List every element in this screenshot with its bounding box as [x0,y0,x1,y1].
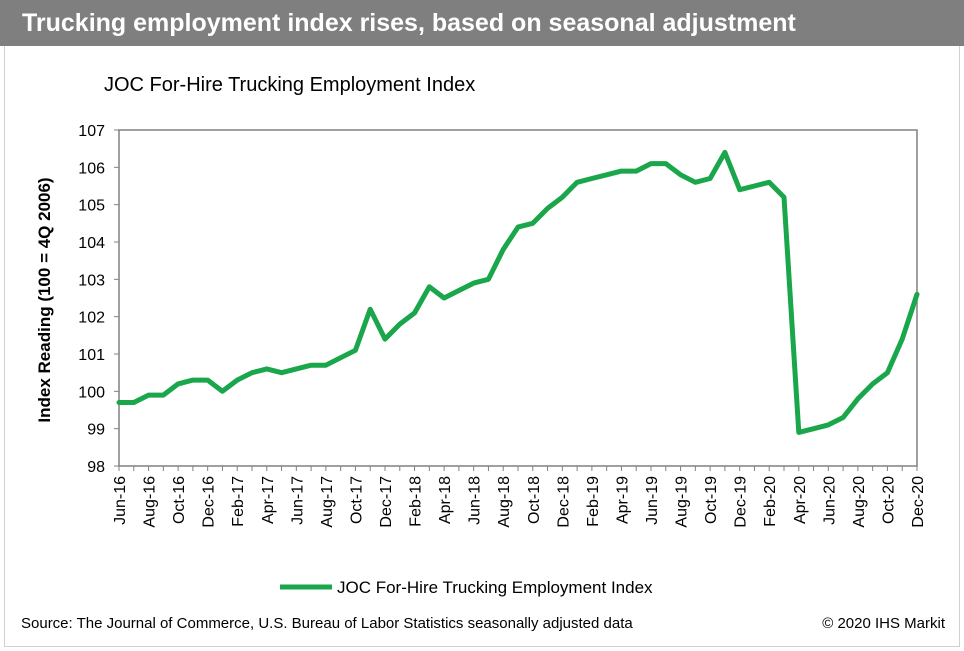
y-axis-label: Index Reading (100 = 4Q 2006) [35,177,54,422]
y-tick-label: 104 [78,235,105,252]
x-tick-label: Dec-20 [910,476,927,528]
x-tick-label: Feb-19 [585,476,602,527]
x-tick-label: Apr-20 [792,476,809,524]
x-tick-label: Jun-19 [644,476,661,525]
x-tick-label: Dec-18 [555,476,572,528]
y-tick-label: 107 [78,123,105,140]
x-tick-label: Oct-17 [348,476,365,524]
x-tick-label: Aug-16 [142,476,159,528]
chart-frame [4,46,960,647]
y-tick-label: 105 [78,198,105,215]
y-tick-label: 98 [87,459,105,476]
y-tick-label: 101 [78,347,105,364]
y-axis: 98 99 100 101 102 103 104 105 106 107 [78,123,119,476]
x-tick-label: Jun-17 [289,476,306,525]
x-axis: Jun-16 Aug-16 Oct-16 Dec-16 Feb-17 Apr-17 Jun-… [112,466,927,528]
y-tick-label: 102 [78,310,105,327]
x-tick-label: Jun-20 [821,476,838,525]
x-tick-label: Feb-18 [408,476,425,527]
legend: JOC For-Hire Trucking Employment Index [280,578,653,597]
x-tick-label: Aug-17 [319,476,336,528]
y-tick-label: 106 [78,160,105,177]
y-tick-label: 103 [78,272,105,289]
copyright-note: © 2020 IHS Markit [822,615,945,632]
y-tick-label: 100 [78,384,105,401]
y-tick-label: 99 [87,422,105,439]
x-tick-label: Dec-16 [201,476,218,528]
x-tick-label: Dec-19 [733,476,750,528]
x-tick-label: Oct-19 [703,476,720,524]
x-tick-label: Oct-16 [171,476,188,524]
header-bar: Trucking employment index rises, based o… [0,0,964,46]
x-tick-label: Apr-17 [260,476,277,524]
x-tick-label: Aug-19 [674,476,691,528]
x-tick-label: Jun-16 [112,476,129,525]
x-tick-label: Oct-18 [526,476,543,524]
x-tick-label: Aug-20 [851,476,868,528]
x-tick-label: Apr-18 [437,476,454,524]
x-tick-label: Feb-17 [230,476,247,527]
source-note: Source: The Journal of Commerce, U.S. Bu… [21,615,633,632]
x-tick-label: Apr-19 [614,476,631,524]
x-tick-label: Aug-18 [496,476,513,528]
x-tick-label: Dec-17 [378,476,395,528]
x-tick-label: Oct-20 [880,476,897,524]
x-tick-label: Feb-20 [762,476,779,527]
legend-label: JOC For-Hire Trucking Employment Index [337,578,653,597]
chart-title: JOC For-Hire Trucking Employment Index [104,74,475,96]
header-title: Trucking employment index rises, based o… [22,9,796,37]
x-tick-label: Jun-18 [467,476,484,525]
series-line [116,149,920,435]
